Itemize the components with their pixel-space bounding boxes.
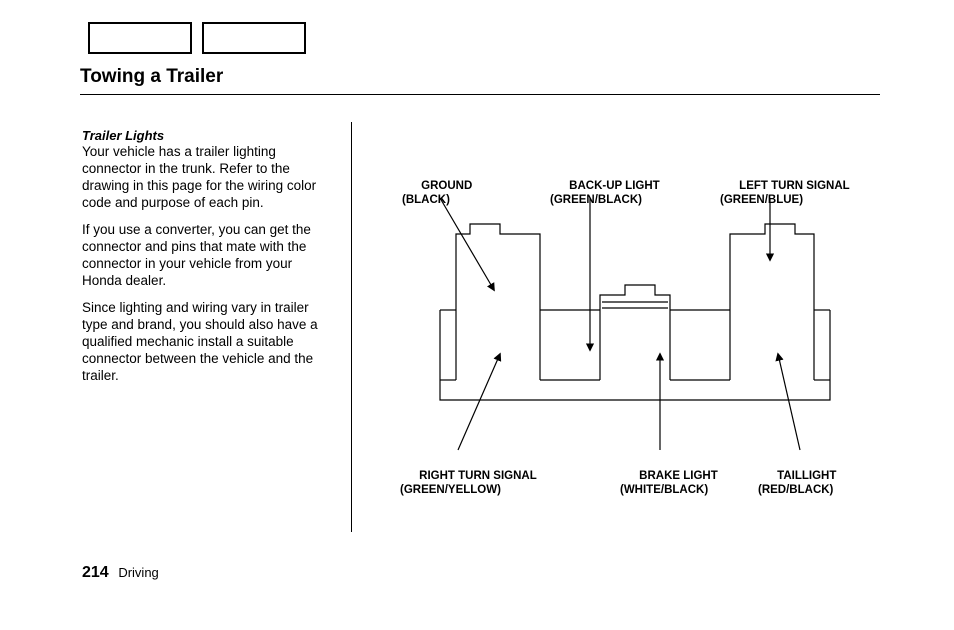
connector-diagram: GROUND(BLACK) BACK-UP LIGHT(GREEN/BLACK)… bbox=[370, 130, 890, 510]
label-left-turn-signal: LEFT TURN SIGNAL(GREEN/BLUE) bbox=[720, 166, 850, 221]
paragraph: If you use a converter, you can get the … bbox=[82, 222, 334, 290]
top-placeholder-boxes bbox=[88, 22, 306, 54]
paragraph: Your vehicle has a trailer lighting conn… bbox=[82, 144, 334, 212]
page-root: Towing a Trailer Trailer Lights Your veh… bbox=[0, 0, 954, 630]
page-title: Towing a Trailer bbox=[80, 66, 223, 88]
title-rule bbox=[80, 94, 880, 95]
column-divider bbox=[351, 122, 352, 532]
section-subheading: Trailer Lights bbox=[82, 128, 164, 143]
label-brake-light: BRAKE LIGHT(WHITE/BLACK) bbox=[620, 456, 718, 511]
placeholder-box bbox=[88, 22, 192, 54]
paragraph: Since lighting and wiring vary in traile… bbox=[82, 300, 334, 384]
page-footer: 214 Driving bbox=[82, 564, 159, 582]
label-taillight: TAILLIGHT(RED/BLACK) bbox=[758, 456, 836, 511]
label-backup-light: BACK-UP LIGHT(GREEN/BLACK) bbox=[550, 166, 660, 221]
page-number: 214 bbox=[82, 564, 109, 581]
label-right-turn-signal: RIGHT TURN SIGNAL(GREEN/YELLOW) bbox=[400, 456, 537, 511]
footer-section: Driving bbox=[118, 565, 158, 580]
placeholder-box bbox=[202, 22, 306, 54]
label-ground: GROUND(BLACK) bbox=[402, 166, 472, 221]
